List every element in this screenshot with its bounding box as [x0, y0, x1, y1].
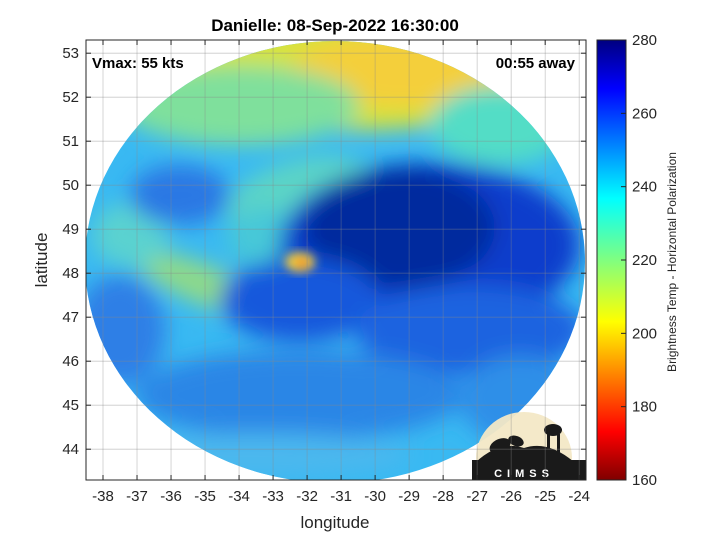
- x-tick-label: -25: [534, 488, 556, 505]
- x-tick-label: -30: [364, 488, 386, 505]
- y-tick-label: 52: [62, 89, 79, 106]
- x-tick-label: -26: [500, 488, 522, 505]
- colorbar-label: Brightness Temp - Horizontal Polarizatio…: [665, 152, 679, 372]
- colorbar-tick-label: 200: [632, 325, 657, 342]
- axis-ticks: -38 -37 -36 -35 -34 -33 -32 -31 -30 -29 -28 -27 -26-…: [62, 40, 590, 505]
- cimss-logo: CIMSS: [472, 412, 586, 480]
- x-tick-label: -31: [330, 488, 352, 505]
- microwave-swath-image: CIMSS: [86, 41, 586, 480]
- y-tick-label: 45: [62, 397, 79, 414]
- x-tick-label: -37: [126, 488, 148, 505]
- vmax-label: Vmax: 55 kts: [92, 55, 184, 72]
- x-tick-label: -36: [160, 488, 182, 505]
- time-away-label: 00:55 away: [496, 55, 576, 72]
- y-tick-label: 53: [62, 45, 79, 62]
- x-tick-label: -29: [398, 488, 420, 505]
- logo-text: CIMSS: [494, 468, 554, 480]
- y-tick-label: 48: [62, 265, 79, 282]
- x-tick-label: -35: [194, 488, 216, 505]
- colorbar-tick-label: 260: [632, 105, 657, 122]
- colorbar-ticks: 160 180 200 220 240 260 280: [621, 32, 657, 489]
- colorbar-tick-label: 180: [632, 399, 657, 416]
- colorbar-tick-label: 160: [632, 472, 657, 489]
- colorbar-tick-label: 220: [632, 252, 657, 269]
- x-tick-label: -34: [228, 488, 250, 505]
- y-tick-label: 44: [62, 441, 79, 458]
- y-tick-label: 46: [62, 353, 79, 370]
- x-tick-label: -32: [296, 488, 318, 505]
- x-tick-label: -24: [568, 488, 590, 505]
- colorbar: 160 180 200 220 240 260 280 Brightness Temp - …: [596, 32, 679, 489]
- colorbar-tick-label: 240: [632, 179, 657, 196]
- x-tick-label: -38: [92, 488, 114, 505]
- y-axis-label: latitude: [32, 233, 51, 288]
- colorbar-tick-label: 280: [632, 32, 657, 49]
- x-tick-label: -28: [432, 488, 454, 505]
- y-tick-label: 49: [62, 221, 79, 238]
- x-tick-label: -33: [262, 488, 284, 505]
- axes-frame: [85, 39, 587, 481]
- figure-title: Danielle: 08-Sep-2022 16:30:00: [211, 16, 459, 35]
- y-tick-label: 51: [62, 133, 79, 150]
- y-tick-label: 50: [62, 177, 79, 194]
- x-tick-label: -27: [466, 488, 488, 505]
- y-tick-label: 47: [62, 309, 79, 326]
- grid-lines: [86, 40, 586, 480]
- x-axis-label: longitude: [300, 513, 369, 532]
